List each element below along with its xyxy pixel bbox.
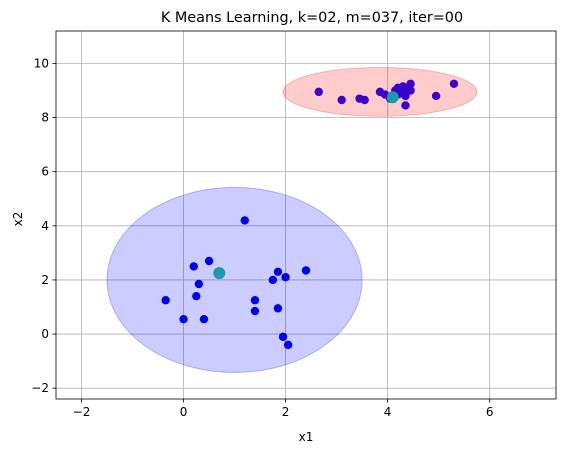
cluster-0-point	[281, 273, 290, 282]
cluster-0-point	[179, 314, 188, 324]
y-axis-label: x2	[11, 212, 25, 227]
x-tick-label: 4	[384, 405, 392, 419]
cluster-0-point	[240, 216, 249, 225]
cluster-1-point	[449, 79, 459, 88]
x-tick-label: 2	[282, 405, 290, 419]
centroids	[213, 91, 399, 280]
cluster-0-centroid	[213, 267, 226, 280]
cluster-0-point	[273, 267, 283, 277]
y-tick-label: 4	[41, 219, 49, 233]
cluster-0-point	[192, 291, 201, 301]
y-tick-label: 6	[41, 165, 49, 179]
cluster-0-point	[268, 275, 278, 285]
cluster-0-point	[161, 296, 170, 305]
y-tick-label: −2	[31, 381, 49, 395]
cluster-1-point	[431, 91, 441, 101]
plot-area-frame	[55, 30, 557, 400]
x-tick-label: −2	[73, 405, 91, 419]
cluster-0-point	[199, 314, 209, 324]
x-axis-ticks: −2 0 2 4 6	[73, 399, 494, 419]
cluster-0-point	[189, 262, 198, 271]
cluster-0-point	[283, 340, 293, 350]
cluster-1-point	[401, 101, 410, 110]
x-tick-label: 6	[486, 405, 494, 419]
y-tick-label: 8	[41, 111, 49, 125]
y-tick-label: 0	[41, 327, 49, 341]
cluster-0-region	[106, 186, 363, 373]
cluster-1-point	[406, 86, 415, 95]
cluster-0-point	[301, 266, 311, 275]
y-axis-ticks: −2 0 2 4 6 8 10	[31, 56, 56, 395]
cluster-0-point	[273, 304, 283, 313]
cluster-1-point	[314, 87, 323, 97]
chart-title: K Means Learning, k=02, m=037, iter=00	[161, 10, 463, 26]
y-tick-label: 2	[41, 273, 49, 287]
cluster-0-point	[250, 296, 260, 305]
y-tick-label: 10	[34, 56, 49, 70]
cluster-0-point	[194, 279, 204, 289]
cluster-1-centroid	[386, 91, 399, 104]
x-axis-label: x1	[299, 430, 314, 444]
x-tick-label: 0	[180, 405, 188, 419]
cluster-0-point	[278, 332, 288, 341]
cluster-0-point	[204, 256, 214, 266]
cluster-1-point	[337, 95, 346, 105]
cluster-0-point	[250, 306, 260, 316]
grid-lines	[56, 31, 556, 399]
cluster-1-point	[360, 95, 369, 105]
